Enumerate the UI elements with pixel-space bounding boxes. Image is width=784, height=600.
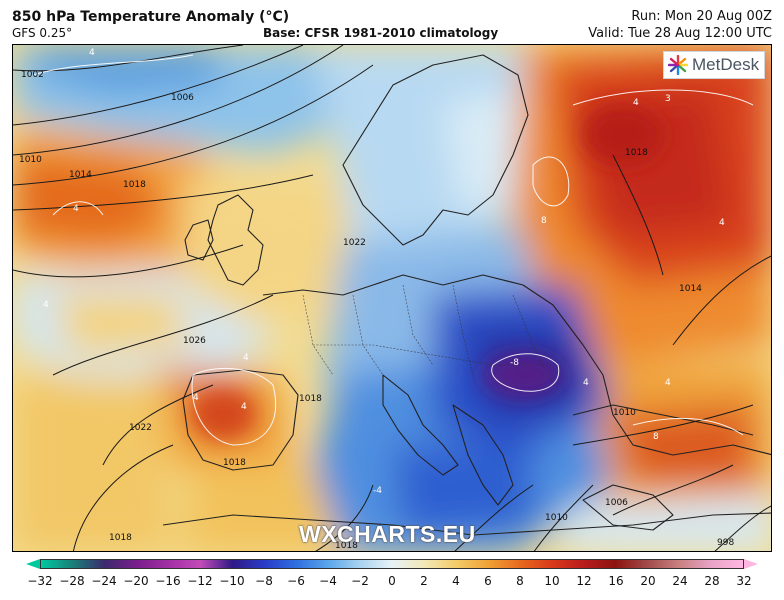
coastlines [162, 54, 771, 536]
colorbar-tick-label: 0 [388, 574, 396, 588]
wxcharts-watermark: WXCHARTS.EU [299, 521, 476, 547]
colorbar-tick-label: −32 [27, 574, 53, 588]
isobar-label: 1018 [335, 541, 358, 551]
anomaly-field [13, 45, 771, 551]
colorbar-tick-label: −2 [351, 574, 369, 588]
isobar-label: 1022 [343, 238, 366, 248]
colorbar-tick-label: 32 [736, 574, 752, 588]
isobar-label: 1018 [299, 394, 322, 404]
isobar-label: 1018 [625, 148, 648, 158]
isobar-label: 1014 [679, 284, 702, 294]
colorbar-tick-label: 20 [640, 574, 656, 588]
scandinavia-coast [342, 54, 529, 246]
colorbar-tick-label: −20 [123, 574, 149, 588]
anomaly-label: 4 [241, 402, 247, 412]
metdesk-star-icon [668, 55, 688, 75]
anomaly-label: 4 [73, 204, 79, 214]
isobar-label-group: 1002 1006 1010 1014 1018 1018 1026 1022 … [19, 70, 734, 551]
colorbar-tick-label: −16 [155, 574, 181, 588]
uk-coast [207, 194, 264, 286]
colorbar-tick-label: −10 [219, 574, 245, 588]
valid-time-label: Valid: Tue 28 Aug 12:00 UTC [588, 26, 772, 41]
isobar-label: 1002 [21, 70, 44, 80]
colorbar-tick-label: −12 [187, 574, 213, 588]
colorbar-tick-label: −8 [255, 574, 273, 588]
continent-north-coast [262, 274, 771, 456]
isobar-label: 1006 [605, 498, 628, 508]
anomaly-label: -8 [510, 358, 519, 368]
metdesk-logo-text: MetDesk [692, 55, 760, 74]
north-africa-coast [162, 512, 771, 536]
colorbar: −32 −28 −24 −20 −16 −12 −10 −8 −6 −4 −2 0 2 4 6 8 10 12 16… [22, 559, 762, 599]
climatology-base-label: Base: CFSR 1981-2010 climatology [263, 26, 499, 40]
metdesk-logo: MetDesk [663, 51, 765, 79]
colorbar-tick-label: 4 [452, 574, 460, 588]
model-label: GFS 0.25° [12, 26, 73, 40]
anomaly-label: 4 [89, 48, 95, 58]
isobar-label: 1026 [183, 336, 206, 346]
colorbar-tick-label: −4 [319, 574, 337, 588]
anomaly-label-group: 4 4 4 4 4 8 -8 -4 4 4 8 4 3 4 4 [43, 48, 725, 496]
anomaly-map: 1002 1006 1010 1014 1018 1018 1026 1022 … [12, 44, 772, 552]
anomaly-label: 4 [719, 218, 725, 228]
isobar-label: 1006 [171, 93, 194, 103]
colorbar-tick-label: 12 [576, 574, 592, 588]
anomaly-label: 4 [193, 393, 199, 403]
italy-coast [382, 374, 459, 476]
anomaly-label: 4 [243, 353, 249, 363]
anomaly-label: 4 [665, 378, 671, 388]
colorbar-tick-label: 24 [672, 574, 688, 588]
colorbar-tick-label: 28 [704, 574, 720, 588]
anomaly-label: 4 [43, 300, 49, 310]
anomaly-core [193, 105, 663, 437]
isobar-label: 1018 [109, 533, 132, 543]
ireland-coast [184, 219, 214, 261]
run-time-label: Run: Mon 20 Aug 00Z [631, 9, 772, 24]
colorbar-tick-label: −24 [91, 574, 117, 588]
colorbar-tick-label: 6 [484, 574, 492, 588]
colorbar-max-arrow [744, 559, 758, 569]
isobar-label: 1022 [129, 423, 152, 433]
isobar-label: 1018 [223, 458, 246, 468]
colorbar-tick-label: −28 [59, 574, 85, 588]
map-svg: 1002 1006 1010 1014 1018 1018 1026 1022 … [13, 45, 771, 551]
chart-header: 850 hPa Temperature Anomaly (°C) GFS 0.2… [0, 0, 784, 44]
colorbar-tick-label: 10 [544, 574, 560, 588]
chart-title: 850 hPa Temperature Anomaly (°C) [12, 9, 290, 25]
anomaly-contours [32, 54, 754, 446]
isobar-label: 998 [717, 538, 734, 548]
black-sea-coast [572, 404, 754, 436]
isobar-label: 1014 [69, 170, 92, 180]
colorbar-gradient [40, 559, 744, 569]
isobar-label: 1010 [545, 513, 568, 523]
country-borders [302, 284, 554, 386]
iberia-coast [182, 369, 299, 471]
isobars [13, 45, 771, 551]
isobar-label: 1010 [613, 408, 636, 418]
colorbar-tick-label: 2 [420, 574, 428, 588]
anomaly-label: 3 [665, 94, 671, 104]
anomaly-label: 4 [633, 98, 639, 108]
colorbar-tick-label: 16 [608, 574, 624, 588]
isobar-label: 1018 [123, 180, 146, 190]
anomaly-label: 8 [653, 432, 659, 442]
cyprus-turkey-coast [582, 484, 674, 531]
anomaly-label: 4 [583, 378, 589, 388]
isobar-label: 1010 [19, 155, 42, 165]
anomaly-label: 8 [541, 216, 547, 226]
colorbar-tick-label: 8 [516, 574, 524, 588]
balkan-coast [452, 404, 514, 506]
colorbar-min-arrow [26, 559, 40, 569]
colorbar-tick-label: −6 [287, 574, 305, 588]
anomaly-label: -4 [373, 486, 382, 496]
